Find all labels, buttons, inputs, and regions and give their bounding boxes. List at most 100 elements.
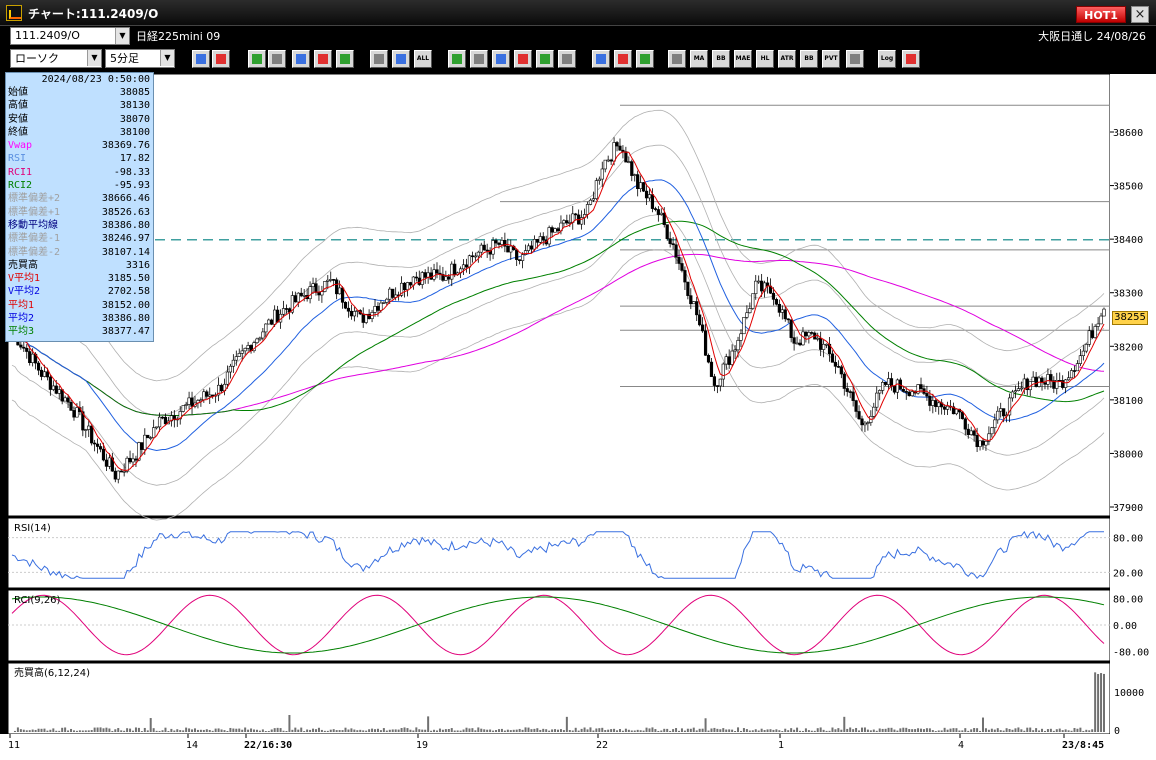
triangle-icon[interactable]: [336, 50, 354, 68]
color-icon[interactable]: [636, 50, 654, 68]
candle-body: [140, 442, 144, 450]
volume-bar: [220, 729, 223, 732]
candle-body: [267, 319, 271, 325]
candle-body: [104, 459, 109, 467]
pvt-icon[interactable]: PVT: [822, 50, 840, 68]
chart-canvas[interactable]: 38600 38500 38400 38300 38200 38100 38000 37900…: [0, 74, 1156, 760]
wrench-icon[interactable]: [614, 50, 632, 68]
export-icon[interactable]: [902, 50, 920, 68]
candle-blue-icon[interactable]: [392, 50, 410, 68]
candle-body: [612, 142, 616, 162]
volume-bar: [193, 728, 196, 732]
candle-body: [603, 159, 607, 170]
volume-bar: [822, 729, 825, 732]
settings-icon[interactable]: [592, 50, 610, 68]
line-draw-icon[interactable]: [470, 50, 488, 68]
candle-body: [113, 470, 117, 480]
volume-bar: [890, 727, 893, 732]
down-arrow-icon[interactable]: [248, 50, 266, 68]
info-row: 始値 38085: [6, 86, 153, 99]
chevron-down-icon[interactable]: ▼: [160, 50, 174, 66]
search-icon[interactable]: [268, 50, 286, 68]
candle-body: [943, 406, 947, 410]
volume-bar: [450, 728, 453, 732]
info-row: 移動平均線 38386.80: [6, 219, 153, 232]
chart-type-select[interactable]: ローソク ▼: [10, 49, 102, 68]
volume-bar: [93, 727, 96, 732]
candle-body: [556, 228, 560, 232]
info-label: 安値: [8, 113, 28, 125]
volume-bar: [391, 729, 394, 732]
candle-body: [807, 332, 811, 337]
volume-bar: [928, 728, 931, 732]
volume-bar: [722, 728, 725, 732]
volume-bar: [486, 729, 489, 732]
volume-bar: [43, 728, 46, 732]
cursor-icon[interactable]: [492, 50, 510, 68]
volume-tick-label: 0: [1114, 726, 1120, 737]
pencil-icon[interactable]: [448, 50, 466, 68]
volume-bar: [1070, 730, 1073, 732]
chart-area[interactable]: 38600 38500 38400 38300 38200 38100 38000 37900…: [0, 74, 1156, 760]
ma-icon[interactable]: MA: [690, 50, 708, 68]
volume-bar: [276, 727, 279, 732]
close-button[interactable]: ×: [1131, 6, 1149, 23]
hot-button[interactable]: HOT1: [1076, 6, 1126, 23]
candle-body: [515, 249, 519, 260]
candle-body: [875, 392, 879, 408]
info-value: 3185.50: [107, 273, 150, 285]
chevron-down-icon[interactable]: ▼: [115, 28, 129, 44]
volume-bar: [946, 729, 949, 732]
candle-body: [987, 433, 991, 442]
volume-bar: [663, 728, 666, 732]
candle-body: [349, 310, 354, 317]
log-icon[interactable]: Log: [878, 50, 896, 68]
symbol-select[interactable]: 111.2409/O ▼: [10, 27, 130, 45]
trash-icon[interactable]: [558, 50, 576, 68]
volume-bar: [678, 730, 681, 732]
candle-body: [329, 279, 333, 281]
rci-tick-label: -80.00: [1113, 647, 1149, 658]
hl-icon[interactable]: HL: [756, 50, 774, 68]
candle-body: [538, 236, 542, 243]
candle-body: [745, 312, 749, 318]
info-label: 移動平均線: [8, 219, 58, 231]
mae-icon[interactable]: MAE: [734, 50, 752, 68]
log-label: Log: [880, 55, 894, 62]
volume-bar: [1058, 728, 1061, 732]
zoom-icon[interactable]: [192, 50, 210, 68]
info-label: RCI1: [8, 166, 33, 178]
period-select[interactable]: 5分足 ▼: [105, 49, 175, 68]
all-icon[interactable]: ALL: [414, 50, 432, 68]
candle-body: [1099, 315, 1103, 325]
candle-mark-icon[interactable]: [314, 50, 332, 68]
candle-body: [630, 161, 634, 176]
candle-body: [163, 416, 168, 425]
arrow-icon[interactable]: [514, 50, 532, 68]
mae-label: MAE: [735, 55, 751, 62]
chevron-down-icon[interactable]: ▼: [87, 50, 101, 66]
volume-bar: [78, 730, 81, 732]
volume-bar: [368, 729, 371, 732]
volume-bar: [140, 731, 143, 732]
volume-bar: [955, 728, 958, 732]
bb-icon[interactable]: BB: [712, 50, 730, 68]
volume-bar: [250, 728, 253, 732]
copy-icon[interactable]: [536, 50, 554, 68]
volume-icon[interactable]: [668, 50, 686, 68]
volume-bar: [943, 727, 946, 732]
volume-bar: [1082, 730, 1085, 732]
candle-body: [143, 434, 147, 450]
candle-body: [1002, 408, 1006, 417]
box-icon[interactable]: [846, 50, 864, 68]
bar-icon[interactable]: [292, 50, 310, 68]
candle-red-icon[interactable]: [370, 50, 388, 68]
candle-body: [31, 353, 35, 364]
bb2-icon[interactable]: BB: [800, 50, 818, 68]
candle-body: [588, 199, 593, 205]
atr-icon[interactable]: ATR: [778, 50, 796, 68]
candle-body: [990, 427, 994, 435]
table-icon[interactable]: [212, 50, 230, 68]
candle-body: [240, 350, 244, 354]
volume-bar: [754, 729, 757, 732]
